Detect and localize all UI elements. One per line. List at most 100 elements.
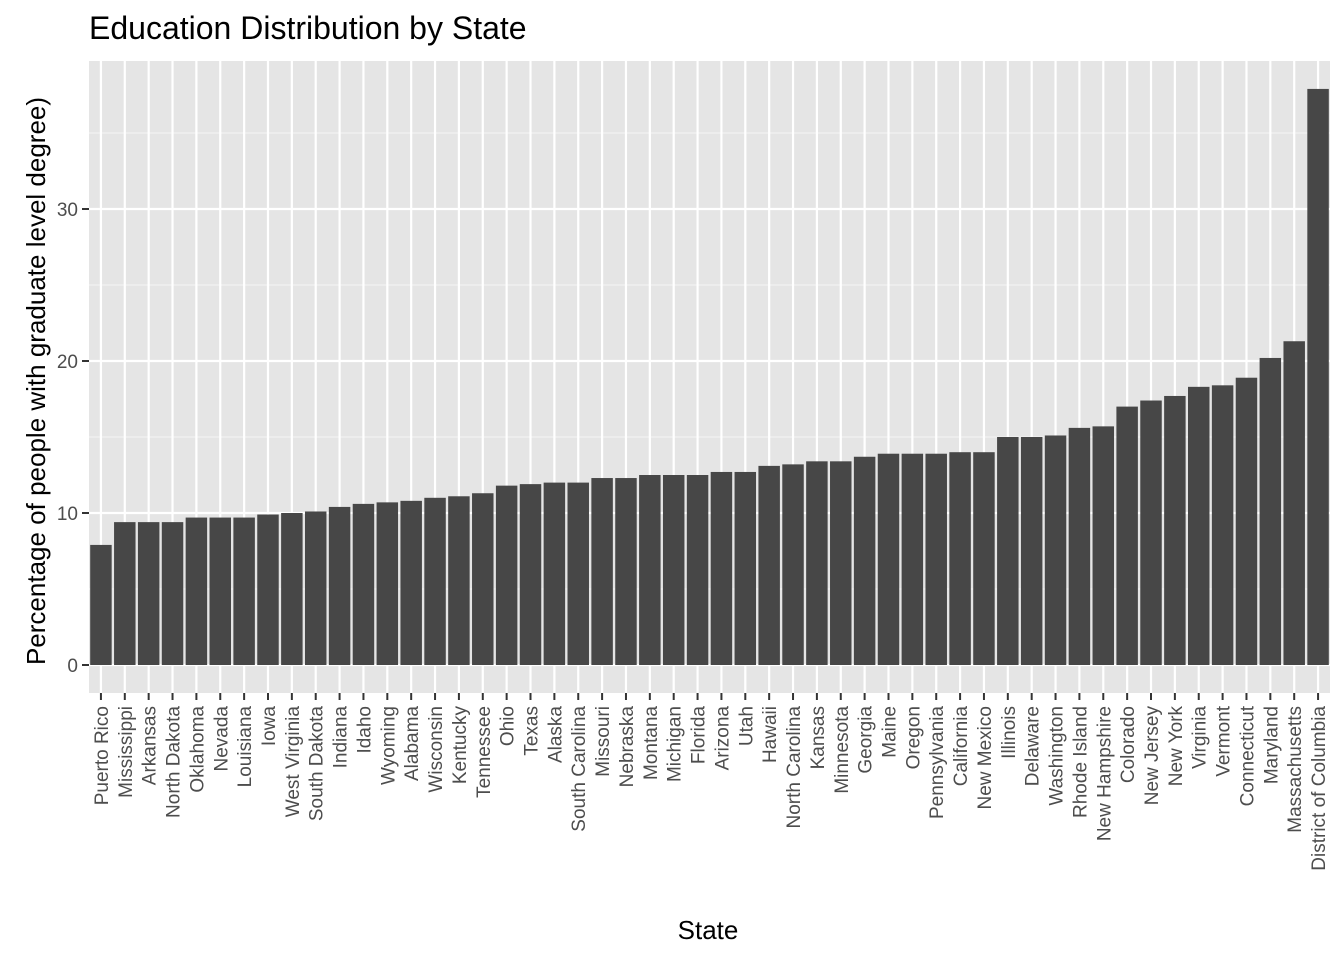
x-tick-label: California <box>951 706 972 787</box>
bar-north-carolina <box>782 464 804 665</box>
bar-iowa <box>257 514 279 665</box>
bar-puerto-rico <box>90 544 112 665</box>
x-tick-label: North Carolina <box>784 706 805 829</box>
x-tick-label: Nevada <box>211 706 232 772</box>
x-tick-label: Illinois <box>999 706 1020 759</box>
bar-nebraska <box>615 478 637 665</box>
x-tick-label: Kentucky <box>450 706 471 785</box>
x-tick-label: Missouri <box>593 706 614 777</box>
bar-delaware <box>1020 437 1043 665</box>
bar-michigan <box>662 475 685 665</box>
x-tick-label: West Virginia <box>283 706 304 818</box>
x-tick-label: Louisiana <box>235 706 256 788</box>
bar-new-york <box>1164 395 1186 665</box>
bar-virginia <box>1188 386 1210 665</box>
x-tick-label: Idaho <box>354 706 375 754</box>
bar-alabama <box>400 500 422 665</box>
x-tick-label: Virginia <box>1190 706 1211 769</box>
bar-wisconsin <box>424 497 446 665</box>
chart-title: Education Distribution by State <box>89 10 527 46</box>
bar-connecticut <box>1235 377 1258 665</box>
bar-new-mexico <box>973 452 995 665</box>
bar-kansas <box>806 461 828 665</box>
x-tick-label: Colorado <box>1118 706 1139 783</box>
x-tick-label: Alabama <box>402 706 423 781</box>
y-tick-label: 0 <box>67 656 78 677</box>
x-tick-label: Nebraska <box>617 706 638 788</box>
x-tick-label: Oregon <box>903 706 924 769</box>
x-tick-label: Massachusetts <box>1285 706 1306 833</box>
bar-maryland <box>1259 357 1282 665</box>
bar-rhode-island <box>1068 427 1091 665</box>
y-tick-label: 30 <box>57 200 78 221</box>
x-tick-label: Montana <box>641 706 662 780</box>
x-tick-label: Delaware <box>1023 706 1044 786</box>
x-tick-label: North Dakota <box>164 706 185 818</box>
bar-georgia <box>853 456 876 665</box>
x-tick-label: Ohio <box>498 706 519 746</box>
bar-montana <box>639 475 661 665</box>
bar-wyoming <box>376 502 399 665</box>
bar-tennessee <box>472 493 494 665</box>
x-tick-label: New Hampshire <box>1094 706 1115 841</box>
x-tick-label: Iowa <box>259 706 280 747</box>
bar-utah <box>734 471 757 665</box>
x-tick-label: Georgia <box>856 706 877 774</box>
y-axis-title: Percentage of people with graduate level… <box>21 97 51 665</box>
bar-texas <box>519 484 542 665</box>
x-tick-label: Arkansas <box>140 706 161 785</box>
x-tick-label: Rhode Island <box>1070 706 1091 818</box>
bar-nevada <box>209 517 231 665</box>
bar-arkansas <box>137 522 160 665</box>
bar-washington <box>1044 435 1067 665</box>
bar-colorado <box>1116 406 1138 665</box>
bar-north-dakota <box>161 522 184 665</box>
bar-missouri <box>591 478 613 665</box>
bar-florida <box>686 475 709 665</box>
bar-west-virginia <box>281 513 303 665</box>
y-tick-label: 10 <box>57 504 78 525</box>
x-tick-label: Connecticut <box>1237 705 1258 806</box>
x-tick-label: Wisconsin <box>426 706 447 793</box>
x-tick-label: Maryland <box>1261 706 1282 784</box>
x-tick-label: Puerto Rico <box>92 706 113 805</box>
x-tick-label: Wyoming <box>378 706 399 785</box>
bars <box>90 88 1329 666</box>
x-tick-label: South Dakota <box>307 706 328 822</box>
x-tick-label: Minnesota <box>832 706 853 794</box>
x-tick-label: Washington <box>1047 706 1068 806</box>
x-tick-label: New York <box>1166 706 1187 787</box>
bar-oklahoma <box>185 517 208 665</box>
bar-south-carolina <box>567 482 589 665</box>
x-axis: Puerto Rico Mississippi Arkansas North Dako… <box>92 693 1330 871</box>
bar-oregon <box>901 453 924 665</box>
bar-idaho <box>352 503 375 665</box>
bar-california <box>949 452 971 665</box>
bar-maine <box>877 453 900 665</box>
bar-arizona <box>710 471 733 665</box>
bar-mississippi <box>114 522 136 665</box>
x-tick-label: Florida <box>689 706 710 765</box>
x-tick-label: New Jersey <box>1142 706 1163 806</box>
x-tick-label: Utah <box>736 706 757 746</box>
bar-hawaii <box>758 465 780 665</box>
bar-louisiana <box>233 517 255 665</box>
x-axis-title: State <box>678 915 739 945</box>
x-tick-label: Pennsylvania <box>927 706 948 819</box>
x-tick-label: Hawaii <box>760 706 781 763</box>
x-tick-label: Kansas <box>808 706 829 769</box>
bar-indiana <box>328 506 351 665</box>
bar-illinois <box>997 437 1019 665</box>
y-tick-label: 20 <box>57 352 78 373</box>
bar-district-of-columbia <box>1307 88 1329 666</box>
x-tick-label: Alaska <box>545 706 566 763</box>
bar-ohio <box>495 485 518 665</box>
x-tick-label: Maine <box>879 706 900 758</box>
bar-pennsylvania <box>925 453 947 665</box>
bar-vermont <box>1211 385 1234 665</box>
bar-massachusetts <box>1283 341 1305 665</box>
bar-alaska <box>543 482 566 665</box>
bar-south-dakota <box>304 511 327 665</box>
bar-kentucky <box>448 496 470 665</box>
